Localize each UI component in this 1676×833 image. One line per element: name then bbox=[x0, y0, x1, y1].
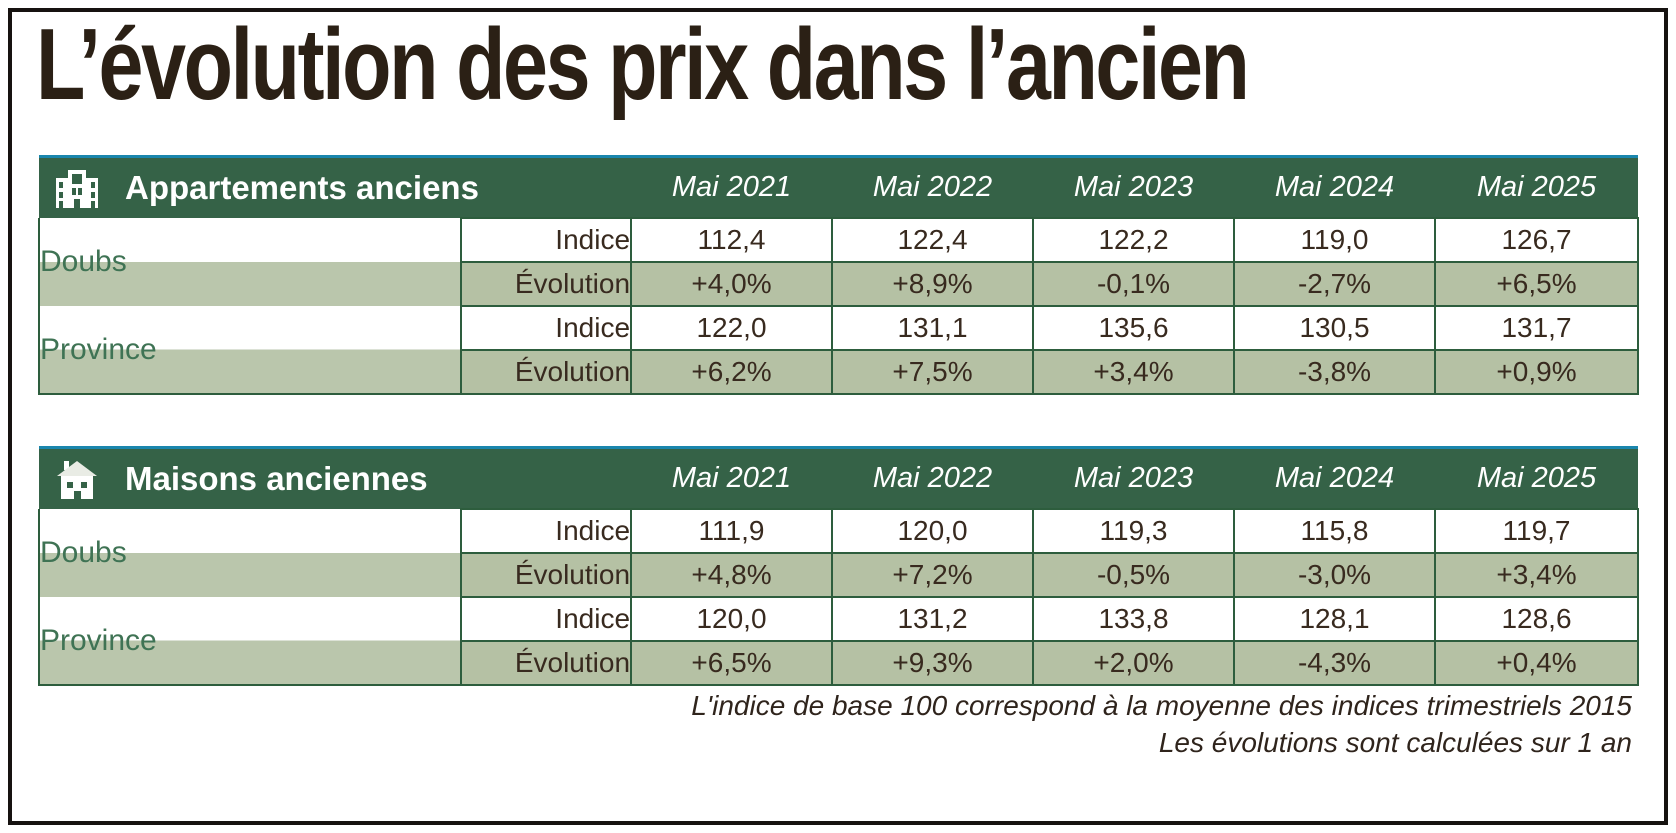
column-header: Mai 2024 bbox=[1234, 155, 1436, 218]
outer-frame bbox=[8, 8, 1668, 825]
value-cell: 126,7 bbox=[1434, 217, 1640, 263]
value-cell: -4,3% bbox=[1233, 640, 1437, 686]
table-row: Doubs Indice 111,9 120,0 119,3 115,8 119… bbox=[38, 508, 1640, 597]
footnotes: L'indice de base 100 correspond à la moy… bbox=[691, 688, 1632, 762]
group-label: Doubs bbox=[38, 509, 462, 597]
value-cell: 122,4 bbox=[831, 217, 1035, 263]
value-cell: +2,0% bbox=[1032, 640, 1236, 686]
page-title: L’évolution des prix dans l’ancien bbox=[36, 9, 1250, 121]
table-row: Évolution +4,8% +7,2% -0,5% -3,0% +3,4% bbox=[39, 552, 1640, 598]
row-label: Indice bbox=[459, 508, 633, 554]
table-header-row: Appartements anciens Mai 2021 Mai 2022 M… bbox=[39, 155, 1639, 218]
value-cell: 120,0 bbox=[630, 596, 834, 642]
group-label: Doubs bbox=[38, 218, 462, 306]
value-cell: 122,2 bbox=[1032, 217, 1236, 263]
value-cell: +8,9% bbox=[831, 261, 1035, 307]
value-cell: +4,8% bbox=[630, 552, 834, 598]
row-label: Évolution bbox=[459, 640, 633, 686]
value-cell: -3,0% bbox=[1233, 552, 1437, 598]
value-cell: +0,4% bbox=[1434, 640, 1640, 686]
apartment-building-icon bbox=[55, 168, 99, 208]
table-header-row: Maisons anciennes Mai 2021 Mai 2022 Mai … bbox=[39, 446, 1639, 509]
value-cell: 111,9 bbox=[630, 508, 834, 554]
table-row: Doubs Indice 112,4 122,4 122,2 119,0 126… bbox=[38, 217, 1640, 306]
value-cell: +7,2% bbox=[831, 552, 1035, 598]
table-title: Appartements anciens bbox=[125, 168, 479, 206]
value-cell: +6,2% bbox=[630, 349, 834, 395]
row-label: Indice bbox=[459, 596, 633, 642]
group-label: Province bbox=[38, 597, 462, 686]
table-appartements-anciens: Appartements anciens Mai 2021 Mai 2022 M… bbox=[38, 155, 1640, 395]
value-cell: +7,5% bbox=[831, 349, 1035, 395]
value-cell: 119,0 bbox=[1233, 217, 1437, 263]
value-cell: +6,5% bbox=[1434, 261, 1640, 307]
table-row: Province Indice 122,0 131,1 135,6 130,5 … bbox=[38, 305, 1640, 395]
value-cell: +3,4% bbox=[1032, 349, 1236, 395]
footnote-line: Les évolutions sont calculées sur 1 an bbox=[1158, 726, 1632, 758]
column-header: Mai 2025 bbox=[1435, 446, 1639, 509]
column-header: Mai 2022 bbox=[832, 446, 1034, 509]
column-header: Mai 2025 bbox=[1435, 155, 1639, 218]
value-cell: +9,3% bbox=[831, 640, 1035, 686]
value-cell: 119,3 bbox=[1032, 508, 1236, 554]
column-header: Mai 2022 bbox=[832, 155, 1034, 218]
value-cell: +3,4% bbox=[1434, 552, 1640, 598]
value-cell: 131,2 bbox=[831, 596, 1035, 642]
value-cell: 135,6 bbox=[1032, 305, 1236, 351]
table-maisons-anciennes: Maisons anciennes Mai 2021 Mai 2022 Mai … bbox=[38, 446, 1640, 686]
table-row: Évolution +6,2% +7,5% +3,4% -3,8% +0,9% bbox=[39, 349, 1640, 395]
group-label: Province bbox=[38, 306, 462, 395]
column-header: Mai 2023 bbox=[1033, 446, 1235, 509]
row-label: Évolution bbox=[459, 261, 633, 307]
value-cell: 120,0 bbox=[831, 508, 1035, 554]
value-cell: 128,1 bbox=[1233, 596, 1437, 642]
column-header: Mai 2023 bbox=[1033, 155, 1235, 218]
value-cell: -3,8% bbox=[1233, 349, 1437, 395]
value-cell: -0,5% bbox=[1032, 552, 1236, 598]
value-cell: 122,0 bbox=[630, 305, 834, 351]
row-label: Indice bbox=[459, 217, 633, 263]
footnote-line: L'indice de base 100 correspond à la moy… bbox=[691, 690, 1632, 721]
column-header: Mai 2021 bbox=[631, 446, 833, 509]
value-cell: 133,8 bbox=[1032, 596, 1236, 642]
value-cell: 130,5 bbox=[1233, 305, 1437, 351]
row-label: Évolution bbox=[459, 552, 633, 598]
value-cell: 131,7 bbox=[1434, 305, 1640, 351]
value-cell: +4,0% bbox=[630, 261, 834, 307]
value-cell: -2,7% bbox=[1233, 261, 1437, 307]
value-cell: +6,5% bbox=[630, 640, 834, 686]
value-cell: +0,9% bbox=[1434, 349, 1640, 395]
table-row: Évolution +6,5% +9,3% +2,0% -4,3% +0,4% bbox=[39, 640, 1640, 686]
table-row: Province Indice 120,0 131,2 133,8 128,1 … bbox=[38, 596, 1640, 686]
table-title: Maisons anciennes bbox=[125, 459, 428, 497]
value-cell: 128,6 bbox=[1434, 596, 1640, 642]
value-cell: 112,4 bbox=[630, 217, 834, 263]
table-row: Évolution +4,0% +8,9% -0,1% -2,7% +6,5% bbox=[39, 261, 1640, 307]
house-icon bbox=[55, 459, 99, 499]
value-cell: 119,7 bbox=[1434, 508, 1640, 554]
column-header: Mai 2021 bbox=[631, 155, 833, 218]
row-label: Indice bbox=[459, 305, 633, 351]
value-cell: -0,1% bbox=[1032, 261, 1236, 307]
column-header: Mai 2024 bbox=[1234, 446, 1436, 509]
row-label: Évolution bbox=[459, 349, 633, 395]
value-cell: 131,1 bbox=[831, 305, 1035, 351]
value-cell: 115,8 bbox=[1233, 508, 1437, 554]
